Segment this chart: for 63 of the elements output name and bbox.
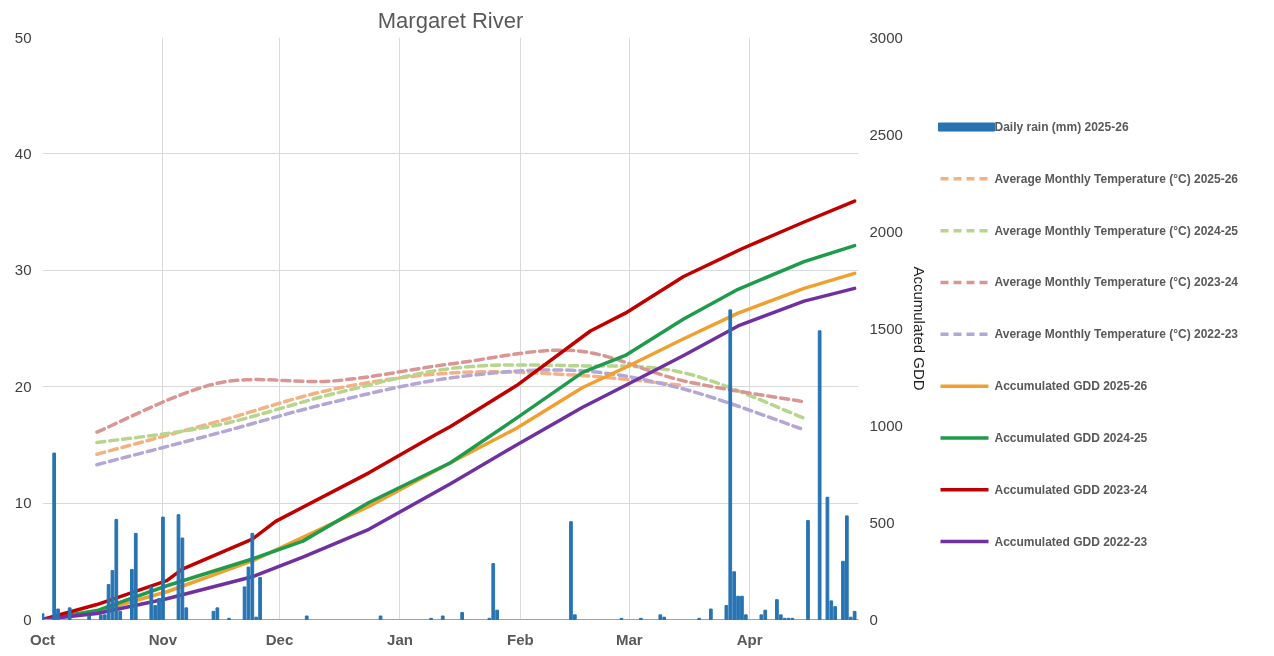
bar [215,607,220,620]
bar [149,586,154,620]
bar [161,516,165,620]
legend-label: Average Monthly Temperature (°C) 2024-25 [994,223,1239,238]
bar [740,595,744,620]
bar [98,614,103,620]
y2-tick-label: 1500 [869,319,903,337]
legend-label: Average Monthly Temperature (°C) 2022-23 [994,327,1239,342]
legend-label: Average Monthly Temperature (°C) 2023-24 [994,275,1239,290]
bar [852,610,857,620]
bar [304,615,309,620]
bar [176,514,181,620]
y2-tick-label: 500 [869,513,895,531]
bar [460,612,465,620]
bar [569,521,573,620]
x-tick-label: Dec [265,630,294,648]
bar [133,532,138,620]
bar [67,607,72,620]
bar [775,599,779,620]
bar [491,563,496,620]
y-tick-label: 50 [14,28,32,46]
bar [759,614,764,620]
bar [806,520,810,620]
bar [708,608,713,620]
bar [211,610,216,620]
x-tick-label: Apr [736,630,763,648]
bar [114,518,119,620]
bar [662,616,667,620]
y-tick-label: 40 [14,144,32,162]
bar [258,577,262,620]
y2-tick-label: 2000 [869,222,903,240]
legend-label: Average Monthly Temperature (°C) 2025-26 [994,171,1239,186]
x-tick-label: Feb [507,630,534,648]
y-tick-label: 20 [14,377,32,395]
x-tick-label: Mar [615,630,643,648]
legend-label: Accumulated GDD 2025-26 [994,379,1148,394]
bar [844,515,849,620]
bar [728,309,733,620]
y2-tick-label: 3000 [869,28,903,46]
y2-tick-label: 0 [869,610,878,628]
y2-axis-title: Accumulated GDD [910,266,928,391]
y-tick-label: 10 [14,494,32,512]
y2-tick-label: 1000 [869,416,903,434]
legend-label: Accumulated GDD 2022-23 [994,534,1148,549]
y-tick-label: 0 [23,610,32,628]
bar [763,609,768,620]
bar [250,532,255,620]
bar [440,615,445,620]
x-tick-label: Oct [30,630,56,648]
x-tick-label: Jan [387,630,413,648]
y-tick-label: 30 [14,261,32,279]
chart-title: Margaret River [377,7,524,33]
bar [658,614,663,620]
x-tick-label: Nov [148,630,178,648]
y2-tick-label: 2500 [869,125,903,143]
legend-label: Accumulated GDD 2023-24 [994,482,1148,497]
bar [378,615,383,620]
bar [87,615,91,620]
legend-label: Accumulated GDD 2024-25 [994,430,1148,445]
bar [817,330,822,620]
bar [52,452,57,620]
bar [825,496,830,620]
legend-label: Daily rain (mm) 2025-26 [994,120,1129,135]
